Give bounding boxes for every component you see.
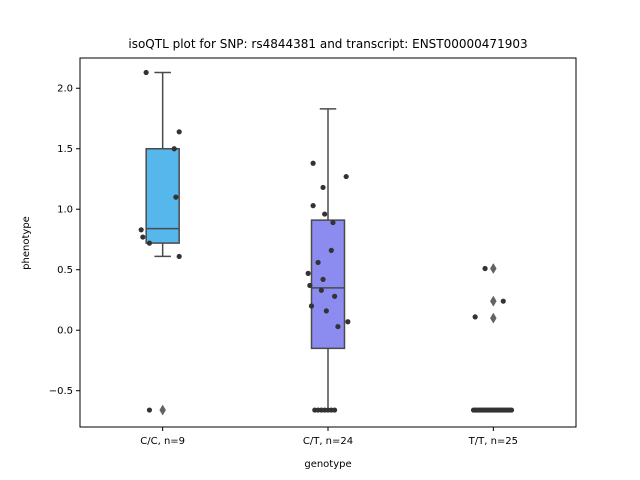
y-tick-label: 2.0 bbox=[57, 84, 73, 95]
data-point bbox=[330, 219, 336, 226]
axes: −0.5 0.0 0.5 1.0 1.5 2.0 C/C, n=9 C/T, n=24 T/T,… bbox=[49, 57, 577, 447]
data-point bbox=[323, 308, 329, 314]
outlier-marker bbox=[490, 263, 497, 274]
data-point bbox=[310, 203, 316, 209]
data-point bbox=[335, 323, 341, 330]
y-axis-label: phenotype bbox=[21, 216, 32, 270]
data-point bbox=[482, 265, 488, 272]
data-point bbox=[140, 234, 146, 240]
data-point bbox=[332, 293, 338, 299]
data-point bbox=[310, 160, 316, 166]
data-point bbox=[472, 314, 478, 320]
data-point bbox=[307, 282, 313, 289]
y-tick-label: 1.0 bbox=[57, 205, 73, 216]
data-point bbox=[320, 184, 326, 191]
data-point bbox=[332, 407, 338, 413]
data-point bbox=[500, 298, 506, 304]
data-point bbox=[343, 173, 349, 180]
data-point bbox=[146, 240, 153, 246]
data-point bbox=[305, 270, 311, 276]
data-point bbox=[143, 69, 149, 76]
data-point bbox=[308, 303, 315, 309]
y-tick-label: −0.5 bbox=[49, 386, 73, 397]
data-point bbox=[320, 276, 326, 282]
x-tick-label: C/C, n=9 bbox=[140, 436, 185, 447]
y-tick-label: 1.5 bbox=[57, 144, 73, 155]
y-tick-label: 0.0 bbox=[57, 326, 73, 337]
y-tick-label: 0.5 bbox=[57, 265, 73, 276]
data-point bbox=[176, 253, 182, 260]
data-point bbox=[508, 407, 515, 413]
outlier-marker bbox=[490, 312, 497, 324]
data-point bbox=[146, 407, 153, 413]
x-axis-label: genotype bbox=[304, 459, 351, 470]
chart-marks bbox=[138, 69, 515, 416]
data-point bbox=[322, 211, 328, 217]
data-point bbox=[345, 319, 351, 325]
data-point bbox=[173, 194, 179, 200]
outlier-marker bbox=[159, 404, 166, 416]
chart-title: isoQTL plot for SNP: rs4844381 and trans… bbox=[128, 37, 527, 51]
data-point bbox=[176, 129, 182, 135]
data-point bbox=[328, 247, 334, 253]
data-point bbox=[138, 227, 144, 233]
data-point bbox=[171, 146, 177, 152]
x-tick-label: T/T, n=25 bbox=[468, 436, 518, 447]
data-point bbox=[315, 259, 321, 266]
x-tick-label: C/T, n=24 bbox=[303, 436, 353, 447]
data-point bbox=[318, 287, 324, 293]
outlier-marker bbox=[490, 295, 497, 307]
box-body bbox=[310, 219, 346, 350]
